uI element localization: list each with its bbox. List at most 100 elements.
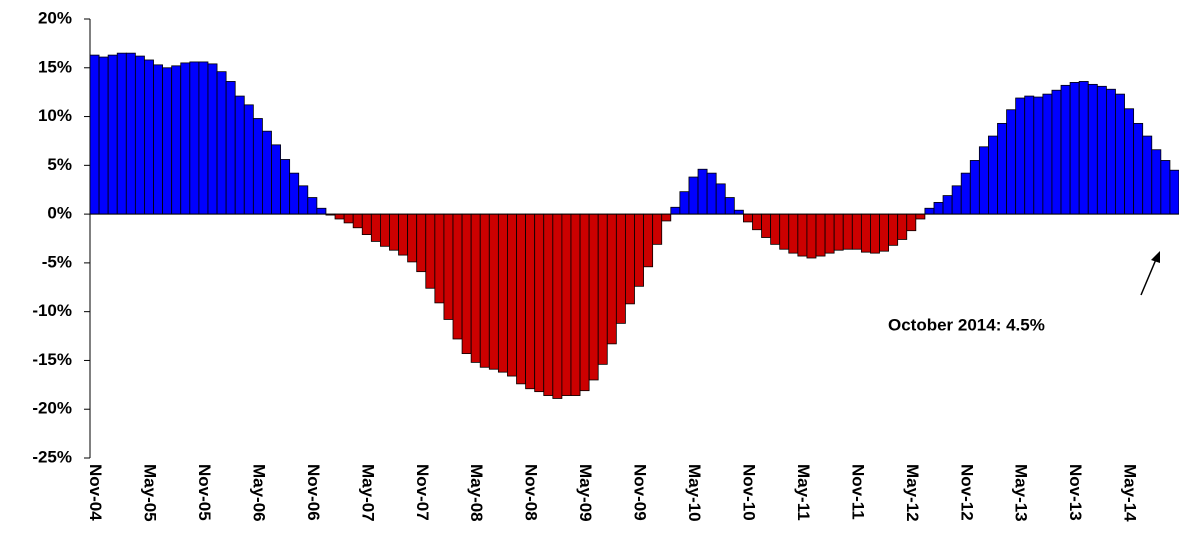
bar xyxy=(915,213,926,220)
bar xyxy=(398,213,409,256)
bar xyxy=(534,213,545,393)
bar xyxy=(370,213,381,242)
x-tick-label: May-08 xyxy=(467,464,486,522)
y-tick-label: 5% xyxy=(47,155,72,174)
x-tick-label: May-11 xyxy=(794,464,813,521)
bar xyxy=(470,213,481,363)
bar xyxy=(670,206,681,215)
bar xyxy=(779,213,790,250)
bar xyxy=(425,213,436,289)
y-tick-label: -5% xyxy=(42,252,72,271)
bar xyxy=(951,185,962,215)
bar xyxy=(1115,93,1125,215)
bar xyxy=(225,81,236,215)
bar xyxy=(452,213,463,340)
bar xyxy=(579,213,590,392)
bar xyxy=(552,213,563,399)
bar xyxy=(897,213,908,240)
arrow-head xyxy=(1151,251,1160,263)
bar xyxy=(171,65,182,215)
bar xyxy=(1096,85,1107,215)
bar xyxy=(134,55,145,215)
bar xyxy=(960,172,971,215)
x-tick-label: May-06 xyxy=(249,464,268,522)
y-tick-label: 10% xyxy=(38,106,72,125)
bar xyxy=(98,56,109,215)
bar xyxy=(252,118,263,215)
bar xyxy=(743,213,753,223)
bar xyxy=(316,207,327,215)
bar xyxy=(307,197,318,215)
bar xyxy=(1024,95,1035,215)
bar xyxy=(1051,89,1062,215)
bar xyxy=(497,213,508,373)
y-tick-label: 15% xyxy=(38,57,72,76)
x-tick-label: May-09 xyxy=(576,464,595,522)
bar xyxy=(479,213,490,368)
x-tick-label: May-07 xyxy=(358,464,377,522)
bar xyxy=(615,213,626,324)
bar xyxy=(153,64,163,215)
bar xyxy=(879,213,890,252)
bar xyxy=(661,213,672,222)
bar xyxy=(1069,82,1080,215)
bar xyxy=(216,71,227,215)
bar xyxy=(733,209,744,215)
bar xyxy=(89,54,100,215)
bar xyxy=(924,207,935,215)
x-tick-label: Nov-13 xyxy=(1066,464,1085,521)
bar xyxy=(752,213,762,231)
bar xyxy=(851,213,862,250)
bar xyxy=(361,213,372,235)
bar xyxy=(189,61,200,215)
x-tick-label: Nov-04 xyxy=(86,464,105,521)
y-tick-label: 20% xyxy=(38,8,72,27)
x-tick-label: Nov-12 xyxy=(957,464,976,521)
bar xyxy=(379,213,390,247)
x-tick-label: May-13 xyxy=(1012,464,1031,522)
bar xyxy=(770,213,781,245)
bar xyxy=(679,191,690,215)
bar xyxy=(724,197,735,215)
bar xyxy=(833,213,844,251)
bar xyxy=(860,213,871,253)
bar xyxy=(543,213,554,396)
bar xyxy=(243,104,254,215)
bar xyxy=(516,213,527,385)
bar xyxy=(1033,96,1044,215)
x-tick-label: May-12 xyxy=(903,464,922,522)
bar xyxy=(933,202,944,215)
bar xyxy=(289,172,300,215)
x-tick-label: May-05 xyxy=(141,464,160,522)
bar xyxy=(1133,122,1144,215)
bar xyxy=(234,95,245,215)
bar xyxy=(352,213,363,229)
bar xyxy=(597,213,608,365)
x-tick-label: Nov-05 xyxy=(195,464,214,521)
bar xyxy=(1060,84,1071,215)
bar xyxy=(688,176,699,215)
bar xyxy=(198,61,209,215)
bar xyxy=(815,213,826,257)
bar xyxy=(1169,169,1179,215)
bar xyxy=(797,213,808,257)
x-tick-label: May-14 xyxy=(1121,464,1140,522)
x-tick-label: Nov-06 xyxy=(304,464,323,521)
y-tick-label: -20% xyxy=(32,399,72,418)
bar xyxy=(761,213,772,238)
bar xyxy=(997,122,1007,215)
annotation-arrow xyxy=(1140,256,1158,296)
bar xyxy=(1106,88,1116,215)
bar xyxy=(507,213,517,377)
bar xyxy=(461,213,472,355)
bar xyxy=(207,63,218,215)
bar xyxy=(271,144,281,215)
bar xyxy=(180,62,191,215)
bar xyxy=(262,130,272,215)
bar xyxy=(561,213,572,396)
bar xyxy=(606,213,617,345)
bar xyxy=(343,213,354,224)
y-tick-label: -10% xyxy=(32,301,72,320)
bar xyxy=(1078,81,1089,215)
